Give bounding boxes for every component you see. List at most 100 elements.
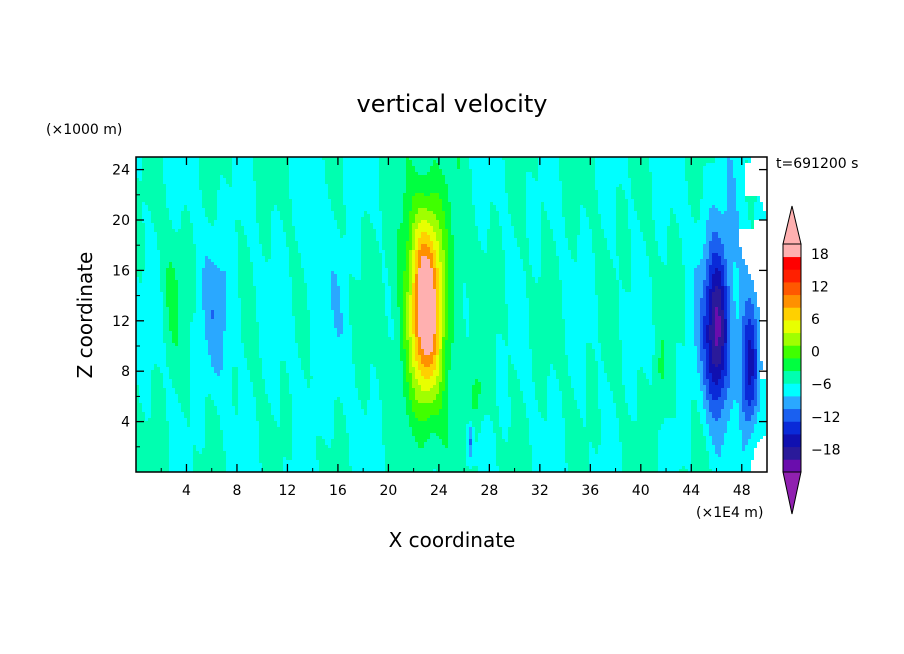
field-cell: [565, 451, 589, 454]
field-cell: [304, 271, 331, 274]
field-cell: [439, 220, 445, 223]
field-cell: [598, 310, 619, 313]
field-cell: [595, 160, 628, 163]
field-cell: [241, 331, 259, 334]
field-cell: [448, 421, 469, 424]
field-cell: [472, 178, 505, 181]
field-cell: [238, 256, 250, 259]
field-cell: [616, 199, 628, 202]
field-cell: [646, 250, 658, 253]
field-cell: [439, 259, 445, 262]
field-cell: [136, 292, 163, 295]
field-cell: [199, 187, 220, 190]
field-cell: [433, 256, 436, 259]
field-cell: [337, 283, 349, 286]
field-cell: [412, 340, 415, 343]
field-cell: [205, 208, 217, 211]
field-cell: [565, 442, 589, 445]
field-cell: [535, 280, 538, 283]
field-cell: [562, 283, 595, 286]
field-cell: [412, 403, 442, 406]
field-cell: [256, 181, 289, 184]
field-cell: [415, 220, 421, 223]
field-cell: [685, 322, 694, 325]
field-cell: [721, 370, 727, 373]
field-cell: [712, 256, 721, 259]
field-cell: [178, 295, 196, 298]
field-cell: [562, 403, 577, 406]
field-cell: [166, 418, 187, 421]
field-cell: [292, 394, 358, 397]
field-cell: [340, 286, 349, 289]
field-cell: [703, 382, 709, 385]
field-cell: [166, 400, 178, 403]
field-cell: [244, 226, 259, 229]
field-cell: [169, 454, 193, 457]
field-cell: [466, 445, 469, 448]
field-cell: [280, 412, 292, 415]
field-cell: [259, 334, 295, 337]
field-cell: [226, 463, 262, 466]
field-cell: [454, 316, 463, 319]
field-cell: [415, 367, 418, 370]
field-cell: [751, 220, 754, 223]
field-cell: [190, 325, 205, 328]
field-cell: [205, 262, 214, 265]
field-cell: [436, 268, 439, 271]
field-cell: [754, 205, 763, 208]
field-cell: [346, 214, 364, 217]
field-cell: [484, 250, 487, 253]
field-cell: [529, 316, 562, 319]
field-cell: [547, 394, 562, 397]
field-cell: [658, 364, 664, 367]
field-cell: [358, 397, 370, 400]
field-cell: [580, 211, 586, 214]
field-cell: [724, 331, 727, 334]
field-cell: [397, 238, 409, 241]
field-cell: [745, 325, 754, 328]
field-cell: [706, 289, 709, 292]
field-cell: [403, 346, 409, 349]
field-cell: [415, 274, 418, 277]
field-cell: [709, 361, 712, 364]
field-cell: [397, 286, 403, 289]
field-cell: [595, 271, 616, 274]
field-cell: [169, 214, 181, 217]
field-cell: [331, 445, 349, 448]
field-cell: [178, 322, 190, 325]
field-cell: [295, 334, 310, 337]
field-cell: [253, 268, 289, 271]
field-cell: [469, 430, 472, 433]
field-cell: [136, 274, 142, 277]
colorbar-segment: [783, 332, 801, 346]
field-cell: [289, 196, 328, 199]
field-cell: [529, 418, 544, 421]
field-cell: [475, 379, 478, 382]
field-cell: [715, 307, 718, 310]
field-cell: [454, 322, 466, 325]
field-cell: [745, 367, 748, 370]
field-cell: [343, 157, 379, 160]
field-cell: [178, 325, 190, 328]
field-cell: [166, 358, 190, 361]
field-cell: [676, 403, 691, 406]
field-cell: [754, 409, 760, 412]
field-cell: [196, 283, 202, 286]
field-cell: [706, 448, 715, 451]
field-cell: [190, 388, 232, 391]
field-cell: [532, 379, 547, 382]
field-cell: [448, 415, 484, 418]
field-cell: [166, 391, 175, 394]
field-cell: [418, 265, 421, 268]
field-cell: [496, 397, 511, 400]
field-cell: [445, 370, 448, 373]
field-cell: [448, 301, 454, 304]
field-cell: [310, 349, 352, 352]
field-cell: [169, 466, 193, 469]
field-cell: [700, 352, 706, 355]
field-cell: [715, 316, 721, 319]
field-cell: [631, 181, 652, 184]
field-cell: [694, 310, 700, 313]
field-cell: [442, 208, 451, 211]
field-cell: [463, 286, 466, 289]
